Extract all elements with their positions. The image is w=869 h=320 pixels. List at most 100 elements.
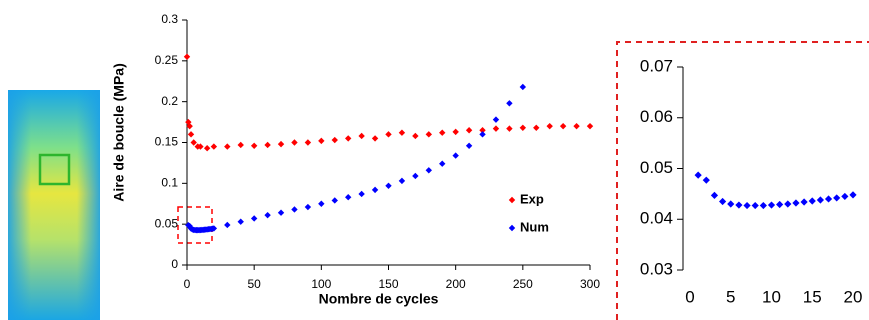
- y-axis-title: Aire de boucle (MPa): [111, 63, 127, 201]
- data-point: [331, 197, 338, 204]
- data-point: [710, 191, 719, 199]
- y-tick-label: 0.2: [161, 94, 178, 108]
- data-point: [385, 182, 392, 189]
- data-point: [250, 142, 258, 149]
- x-tick-label: 200: [446, 277, 466, 291]
- data-point: [808, 197, 816, 205]
- zoom-box: [177, 206, 213, 244]
- y-tick-label: 0.25: [155, 53, 179, 67]
- data-point: [784, 200, 792, 208]
- data-point: [304, 203, 312, 211]
- data-point: [190, 139, 197, 146]
- x-tick-label: 10: [762, 287, 781, 306]
- x-tick-label: 150: [378, 277, 398, 291]
- x-tick-label: 250: [513, 277, 533, 291]
- y-tick-label: 0: [171, 257, 178, 271]
- data-point: [439, 129, 446, 136]
- data-point: [452, 128, 459, 136]
- data-point: [250, 215, 258, 222]
- data-point: [824, 195, 833, 203]
- inset-frame: [616, 41, 869, 320]
- y-tick-label: 0.06: [640, 107, 673, 126]
- data-point: [203, 145, 211, 152]
- data-point: [291, 206, 298, 213]
- legend-marker: [508, 224, 516, 232]
- data-point: [210, 143, 218, 150]
- data-point: [277, 140, 285, 148]
- data-point: [264, 141, 271, 149]
- legend-label: Num: [520, 219, 549, 234]
- data-point: [751, 201, 759, 210]
- data-point: [318, 137, 325, 145]
- data-point: [573, 122, 580, 130]
- y-tick-label: 0.3: [161, 12, 178, 26]
- y-tick-label: 0.04: [640, 209, 673, 228]
- data-point: [702, 176, 710, 184]
- data-point: [533, 124, 540, 131]
- data-point: [224, 221, 231, 229]
- x-tick-label: 5: [726, 287, 735, 306]
- data-point: [506, 100, 513, 107]
- charts: 0 0.05 0.1 0.15 0.2 0.25 0.3 0 50 100 150 200 250 300…: [111, 12, 863, 307]
- data-point: [833, 194, 841, 202]
- data-point: [277, 209, 285, 216]
- data-point: [210, 225, 218, 232]
- data-point: [358, 190, 365, 198]
- data-point: [371, 186, 379, 194]
- data-point: [479, 131, 486, 138]
- x-tick-label: 100: [311, 277, 331, 291]
- data-point: [465, 142, 473, 149]
- data-point: [291, 139, 298, 146]
- data-point: [816, 196, 824, 204]
- data-point: [546, 122, 553, 130]
- data-point: [694, 171, 702, 179]
- data-point: [425, 131, 432, 138]
- data-point: [841, 192, 849, 201]
- y-tick-label: 0.05: [155, 216, 179, 230]
- data-point: [398, 177, 406, 185]
- data-point: [224, 143, 231, 150]
- x-tick-label: 50: [247, 277, 261, 291]
- x-axis-title: Nombre de cycles: [319, 291, 439, 307]
- data-point: [465, 127, 473, 134]
- data-point: [331, 136, 338, 144]
- y-tick-label: 0.15: [155, 135, 179, 149]
- x-tick-label: 15: [803, 287, 822, 306]
- y-tick-label: 0.07: [640, 56, 673, 75]
- data-point: [800, 198, 808, 206]
- data-point: [183, 53, 191, 60]
- data-point: [492, 125, 500, 132]
- data-point: [519, 124, 527, 131]
- data-point: [345, 135, 352, 142]
- data-point: [187, 131, 195, 138]
- roi-square: [38, 153, 71, 186]
- data-point: [197, 143, 204, 150]
- data-point: [743, 201, 751, 210]
- y-tick-label: 0.1: [161, 176, 178, 190]
- thermal-image: [8, 90, 100, 320]
- data-point: [371, 135, 379, 142]
- data-point: [398, 129, 406, 136]
- data-point: [792, 199, 800, 207]
- data-point: [759, 201, 767, 210]
- data-point: [186, 122, 193, 130]
- data-point: [519, 83, 527, 91]
- data-point: [506, 125, 513, 132]
- data-point: [727, 200, 735, 208]
- data-point: [264, 211, 271, 219]
- data-point: [452, 152, 459, 159]
- x-tick-label: 300: [580, 277, 600, 291]
- data-point: [425, 167, 432, 174]
- data-point: [237, 218, 244, 225]
- data-point: [586, 122, 594, 130]
- data-point: [479, 127, 486, 134]
- data-point: [849, 191, 857, 199]
- legend-label: Exp: [520, 191, 544, 206]
- x-tick-label: 0: [184, 277, 191, 291]
- data-point: [412, 132, 419, 140]
- x-tick-label: 20: [844, 287, 863, 306]
- data-point: [492, 116, 500, 123]
- legend-marker: [508, 196, 516, 204]
- data-point: [385, 131, 392, 138]
